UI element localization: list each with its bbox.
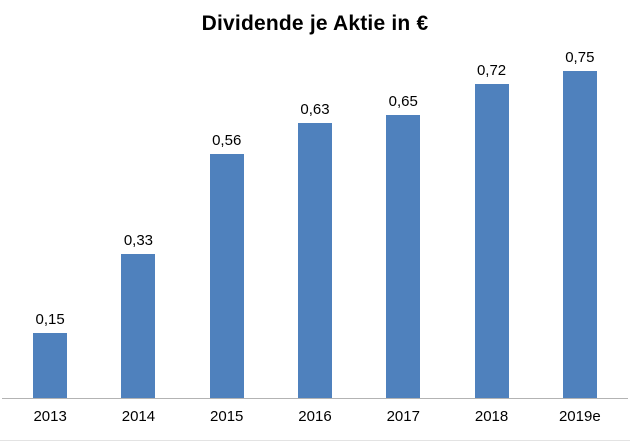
value-label: 0,65 (388, 93, 418, 110)
bar-column: 0,33 (94, 43, 182, 398)
value-label: 0,75 (565, 49, 595, 66)
bar (209, 154, 244, 398)
value-label: 0,72 (476, 62, 507, 79)
plot-area: 0,15 0,33 0,56 0,63 0,65 0,72 0,75 2013 2014 201… (0, 43, 630, 440)
bar-column: 0,56 (183, 43, 271, 398)
value-label: 0,15 (35, 311, 65, 328)
bar-column: 0,75 (536, 43, 624, 398)
x-axis-label: 2016 (298, 408, 332, 425)
bar (562, 71, 597, 398)
bar (474, 84, 509, 398)
bar-column: 0,65 (359, 43, 447, 398)
x-axis-label: 2014 (121, 408, 156, 425)
x-axis-label: 2013 (33, 408, 67, 425)
value-label: 0,63 (300, 101, 330, 118)
x-axis-label: 2017 (386, 408, 420, 425)
x-axis-labels: 2013 2014 2015 2016 2017 2018 2019e (0, 399, 630, 440)
x-axis-line (2, 398, 628, 399)
bars-container: 0,15 0,33 0,56 0,63 0,65 0,72 0,75 (0, 43, 630, 398)
x-axis-label: 2015 (210, 408, 244, 425)
bar (386, 115, 421, 398)
value-label: 0,33 (123, 232, 154, 249)
bar (33, 333, 68, 398)
bar-column: 0,63 (271, 43, 359, 398)
x-axis-label: 2019e (558, 408, 601, 425)
bar-column: 0,72 (447, 43, 535, 398)
bar (297, 123, 332, 398)
chart-title: Dividende je Aktie in € (201, 12, 429, 35)
bar (121, 254, 156, 398)
x-axis-label: 2018 (474, 408, 509, 425)
value-label: 0,56 (212, 132, 242, 149)
bar-column: 0,15 (6, 43, 94, 398)
